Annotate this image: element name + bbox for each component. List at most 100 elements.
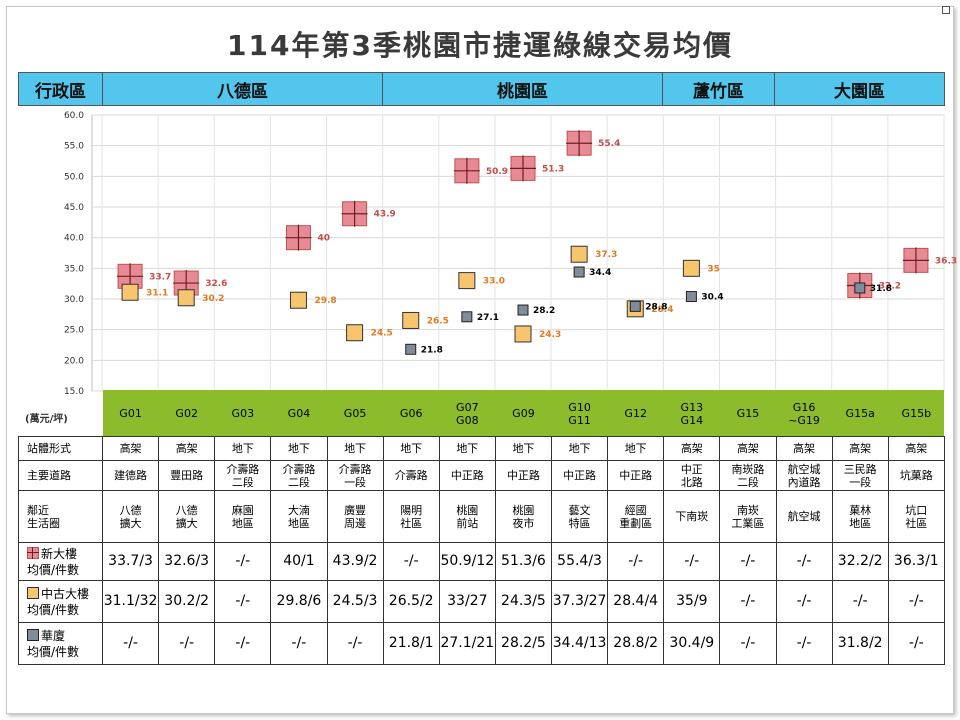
table-cell: 地下 — [607, 436, 665, 461]
station-code-cell: G01 — [102, 390, 159, 437]
station-code-cell: G15a — [832, 390, 889, 437]
table-row: 新大樓 均價/件數 33.7/3 32.6/3 -/- 40/1 43.9/2 -/- 50.9… — [18, 542, 945, 581]
station-code-cell: G09 — [495, 390, 552, 437]
station-code-cell: G02 — [158, 390, 215, 437]
apt-legend-icon — [27, 628, 39, 641]
y-tick-label: 45.0 — [64, 203, 84, 213]
apartment-point — [854, 282, 866, 294]
table-cell: -/- — [101, 622, 160, 665]
old-legend-icon — [27, 586, 39, 599]
y-tick-label: 35.0 — [64, 264, 84, 274]
old-building-point — [402, 311, 420, 329]
table-cell: 桃園 前站 — [438, 490, 496, 543]
table-cell: 35/9 — [663, 580, 721, 623]
station-code-cell: G15 — [719, 390, 776, 437]
old-building-point — [514, 325, 532, 343]
table-cell: 藝文 特區 — [550, 490, 609, 543]
table-cell: 八德 擴大 — [101, 490, 160, 543]
apartment-data-label: 30.4 — [701, 293, 723, 303]
table-cell: 高架 — [101, 436, 160, 461]
table-cell: -/- — [326, 622, 384, 665]
table-cell: -/- — [214, 580, 272, 623]
row-header: 站體形式 — [18, 436, 103, 461]
table-cell: 高架 — [158, 436, 216, 461]
row-header: 華廈 均價/件數 — [18, 622, 103, 665]
table-cell: 坑口 社區 — [887, 490, 945, 543]
table-cell: -/- — [775, 622, 833, 665]
table-cell: 30.2/2 — [158, 580, 216, 623]
table-cell: 36.3/1 — [887, 542, 945, 581]
old-building-data-label: 35 — [707, 264, 720, 274]
table-cell: -/- — [887, 580, 945, 623]
table-cell: -/- — [607, 542, 665, 581]
table-cell: 中正 北路 — [663, 460, 721, 491]
new-building-data-label: 32.2 — [879, 282, 901, 292]
table-cell: 中正路 — [550, 460, 609, 491]
table-cell: 建德路 — [101, 460, 160, 491]
station-data-table: G01 G02 G03 G04 G05 G06 G07 G08 G09 G10 G11 G12 G13 G… — [18, 390, 945, 665]
table-cell: 32.6/3 — [158, 542, 216, 581]
apartment-data-label: 31.8 — [870, 284, 892, 294]
resize-handle[interactable] — [942, 6, 950, 14]
table-cell: 下南崁 — [663, 490, 721, 543]
table-cell: 地下 — [270, 436, 328, 461]
table-cell: 高架 — [775, 436, 833, 461]
table-cell: 桃園 夜市 — [494, 490, 553, 543]
table-cell: 介壽路 二段 — [214, 460, 272, 491]
table-cell: 32.2/2 — [831, 542, 889, 581]
station-code-cell: G07 G08 — [439, 390, 496, 437]
table-cell: 29.8/6 — [270, 580, 328, 623]
table-cell: 51.3/6 — [494, 542, 553, 581]
table-cell: 27.1/21 — [438, 622, 496, 665]
table-cell: -/- — [719, 542, 777, 581]
new-building-data-label: 32.6 — [205, 279, 227, 289]
table-cell: 33.7/3 — [101, 542, 160, 581]
table-cell: 21.8/1 — [382, 622, 440, 665]
table-cell: -/- — [887, 622, 945, 665]
new-building-data-label: 33.7 — [149, 272, 171, 282]
table-cell: 陽明 社區 — [382, 490, 440, 543]
table-cell: 28.4/4 — [607, 580, 665, 623]
table-cell: 三民路 一段 — [831, 460, 889, 491]
table-cell: 高架 — [887, 436, 945, 461]
y-tick-label: 30.0 — [64, 295, 84, 305]
old-building-data-label: 37.3 — [595, 250, 617, 260]
table-cell: 28.8/2 — [607, 622, 665, 665]
region-dayuan: 大園區 — [774, 72, 945, 106]
table-row: 華廈 均價/件數 -/- -/- -/- -/- -/- 21.8/1 27.1/21 28.2/… — [18, 622, 945, 665]
old-building-data-label: 24.3 — [539, 330, 561, 340]
old-building-data-label: 30.2 — [202, 294, 224, 304]
table-cell: 介壽路 一段 — [326, 460, 384, 491]
table-cell: 地下 — [382, 436, 440, 461]
region-luzhu: 蘆竹區 — [662, 72, 775, 106]
new-legend-icon — [27, 546, 39, 559]
apartment-data-label: 28.8 — [645, 302, 667, 312]
station-code-cell: G12 — [607, 390, 664, 437]
table-cell: 中正路 — [607, 460, 665, 491]
apartment-point — [629, 300, 641, 312]
region-bade: 八德區 — [102, 72, 383, 106]
table-cell: 南崁路 二段 — [719, 460, 777, 491]
station-code-cell: G05 — [327, 390, 384, 437]
row-header: 新大樓 均價/件數 — [18, 542, 103, 581]
table-cell: 30.4/9 — [663, 622, 721, 665]
table-cell: -/- — [663, 542, 721, 581]
table-cell: -/- — [270, 622, 328, 665]
table-cell: 40/1 — [270, 542, 328, 581]
row-header: 中古大樓 均價/件數 — [18, 580, 103, 623]
old-building-point — [346, 324, 364, 342]
table-cell: 廣豐 周邊 — [326, 490, 384, 543]
table-cell: 麻園 地區 — [214, 490, 272, 543]
table-cell: 中正路 — [438, 460, 496, 491]
region-header-row: 行政區 八德區 桃園區 蘆竹區 大園區 — [18, 72, 945, 106]
station-code-cell: G15b — [888, 390, 945, 437]
table-cell: 豐田路 — [158, 460, 216, 491]
table-cell: -/- — [775, 580, 833, 623]
table-cell: 37.3/27 — [550, 580, 609, 623]
new-building-data-label: 40 — [317, 234, 330, 244]
table-cell: 高架 — [663, 436, 721, 461]
table-cell: 航空城 內道路 — [775, 460, 833, 491]
station-code-cell: G03 — [214, 390, 271, 437]
y-tick-label: 25.0 — [64, 326, 84, 336]
